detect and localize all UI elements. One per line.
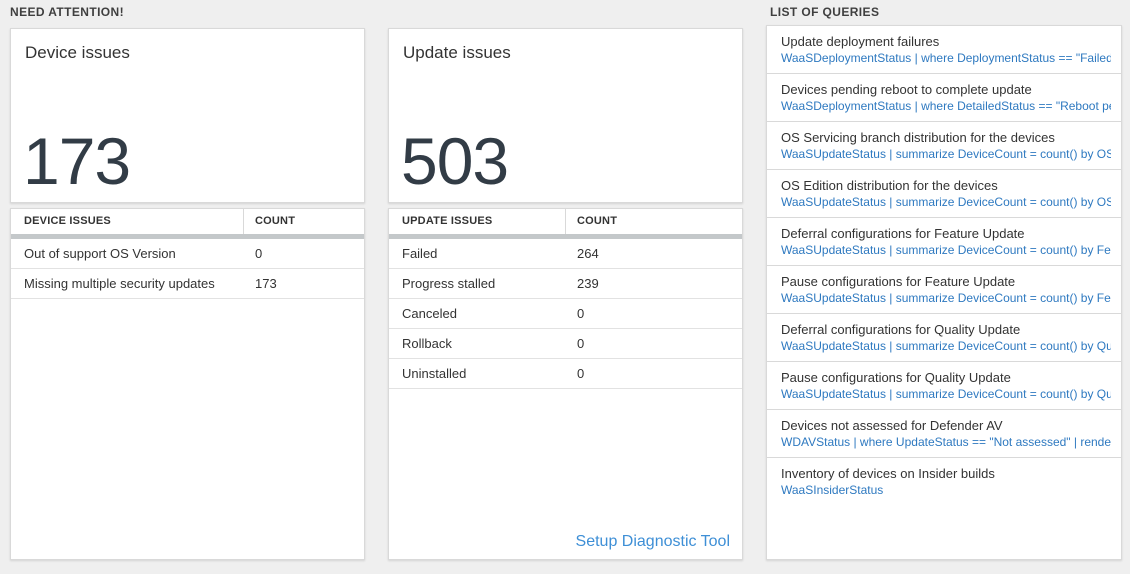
query-title: Pause configurations for Feature Update bbox=[781, 274, 1016, 289]
row-count: 173 bbox=[255, 276, 277, 291]
query-title: Pause configurations for Quality Update bbox=[781, 370, 1011, 385]
column-header-count: COUNT bbox=[577, 215, 618, 227]
row-count: 0 bbox=[255, 246, 263, 261]
query-item[interactable]: Pause configurations for Quality Update … bbox=[767, 362, 1121, 410]
query-text: WaaSUpdateStatus | summarize DeviceCount… bbox=[781, 291, 1111, 305]
query-item[interactable]: OS Edition distribution for the devices … bbox=[767, 170, 1121, 218]
query-text: WaaSDeploymentStatus | where DeploymentS… bbox=[781, 51, 1111, 65]
query-item[interactable]: Pause configurations for Feature Update … bbox=[767, 266, 1121, 314]
list-of-queries-heading: LIST OF QUERIES bbox=[770, 5, 880, 19]
query-text: WDAVStatus | where UpdateStatus == "Not … bbox=[781, 435, 1111, 449]
update-issues-table: UPDATE ISSUES COUNT Failed 264 Progress … bbox=[388, 208, 743, 560]
query-title: Deferral configurations for Quality Upda… bbox=[781, 322, 1021, 337]
query-title: OS Servicing branch distribution for the… bbox=[781, 130, 1055, 145]
device-table-header: DEVICE ISSUES COUNT bbox=[11, 209, 364, 234]
query-title: Inventory of devices on Insider builds bbox=[781, 466, 995, 481]
query-item[interactable]: OS Servicing branch distribution for the… bbox=[767, 122, 1121, 170]
query-title: Devices pending reboot to complete updat… bbox=[781, 82, 1032, 97]
table-row[interactable]: Failed 264 bbox=[389, 239, 742, 269]
row-label: Rollback bbox=[402, 336, 452, 351]
update-issues-title: Update issues bbox=[403, 43, 511, 62]
column-header-count: COUNT bbox=[255, 215, 296, 227]
setup-diagnostic-tool-link[interactable]: Setup Diagnostic Tool bbox=[575, 533, 730, 550]
table-row[interactable]: Progress stalled 239 bbox=[389, 269, 742, 299]
table-row[interactable]: Missing multiple security updates 173 bbox=[11, 269, 364, 299]
query-item[interactable]: Update deployment failures WaaSDeploymen… bbox=[767, 26, 1121, 74]
header-divider-bar bbox=[389, 234, 742, 239]
query-title: OS Edition distribution for the devices bbox=[781, 178, 998, 193]
row-count: 0 bbox=[577, 336, 585, 351]
header-divider-bar bbox=[11, 234, 364, 239]
device-issues-table: DEVICE ISSUES COUNT Out of support OS Ve… bbox=[10, 208, 365, 560]
list-of-queries-panel: Update deployment failures WaaSDeploymen… bbox=[766, 25, 1122, 560]
update-issues-total: 503 bbox=[401, 124, 509, 198]
query-title: Deferral configurations for Feature Upda… bbox=[781, 226, 1025, 241]
query-item[interactable]: Deferral configurations for Quality Upda… bbox=[767, 314, 1121, 362]
query-title: Devices not assessed for Defender AV bbox=[781, 418, 1003, 433]
query-text: WaaSInsiderStatus bbox=[781, 483, 884, 497]
row-label: Uninstalled bbox=[402, 366, 467, 381]
update-issues-tile[interactable]: Update issues 503 bbox=[388, 28, 743, 203]
update-table-header: UPDATE ISSUES COUNT bbox=[389, 209, 742, 234]
query-title: Update deployment failures bbox=[781, 34, 940, 49]
query-item[interactable]: Deferral configurations for Feature Upda… bbox=[767, 218, 1121, 266]
query-text: WaaSUpdateStatus | summarize DeviceCount… bbox=[781, 147, 1111, 161]
need-attention-heading: NEED ATTENTION! bbox=[10, 5, 124, 19]
device-issues-tile[interactable]: Device issues 173 bbox=[10, 28, 365, 203]
table-row[interactable]: Out of support OS Version 0 bbox=[11, 239, 364, 269]
column-header-device-issues: DEVICE ISSUES bbox=[11, 209, 244, 234]
row-count: 0 bbox=[577, 306, 585, 321]
row-label: Out of support OS Version bbox=[24, 246, 176, 261]
query-item[interactable]: Devices pending reboot to complete updat… bbox=[767, 74, 1121, 122]
query-text: WaaSDeploymentStatus | where DetailedSta… bbox=[781, 99, 1111, 113]
query-text: WaaSUpdateStatus | summarize DeviceCount… bbox=[781, 243, 1111, 257]
row-label: Missing multiple security updates bbox=[24, 276, 215, 291]
table-row[interactable]: Rollback 0 bbox=[389, 329, 742, 359]
device-issues-total: 173 bbox=[23, 124, 131, 198]
column-header-update-issues: UPDATE ISSUES bbox=[389, 209, 566, 234]
row-label: Progress stalled bbox=[402, 276, 496, 291]
row-count: 0 bbox=[577, 366, 585, 381]
row-label: Failed bbox=[402, 246, 438, 261]
query-text: WaaSUpdateStatus | summarize DeviceCount… bbox=[781, 195, 1111, 209]
row-count: 264 bbox=[577, 246, 599, 261]
query-text: WaaSUpdateStatus | summarize DeviceCount… bbox=[781, 387, 1111, 401]
device-issues-title: Device issues bbox=[25, 43, 130, 62]
table-row[interactable]: Canceled 0 bbox=[389, 299, 742, 329]
query-text: WaaSUpdateStatus | summarize DeviceCount… bbox=[781, 339, 1111, 353]
query-item[interactable]: Inventory of devices on Insider builds W… bbox=[767, 458, 1121, 498]
row-label: Canceled bbox=[402, 306, 457, 321]
query-item[interactable]: Devices not assessed for Defender AV WDA… bbox=[767, 410, 1121, 458]
row-count: 239 bbox=[577, 276, 599, 291]
table-row[interactable]: Uninstalled 0 bbox=[389, 359, 742, 389]
